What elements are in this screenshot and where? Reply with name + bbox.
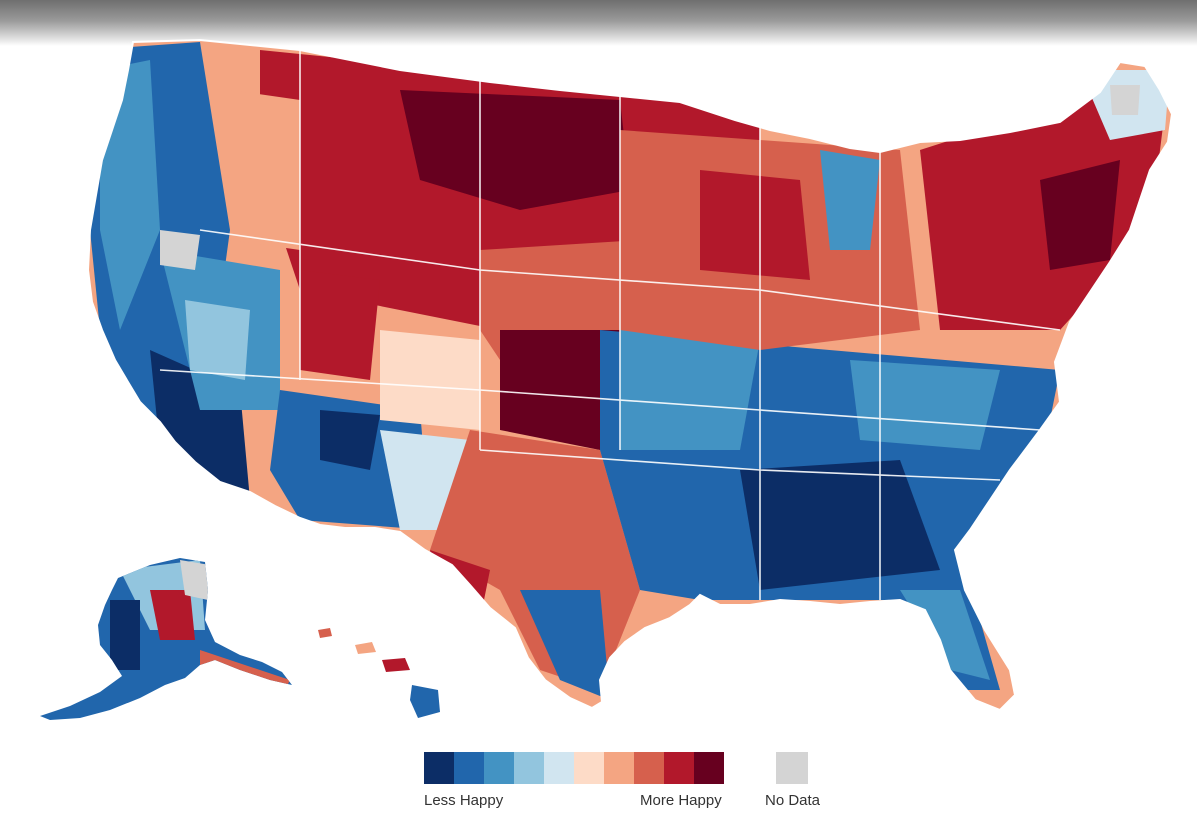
no-data-label: No Data bbox=[765, 792, 821, 809]
hawaii-region bbox=[318, 628, 440, 718]
legend-swatch bbox=[604, 752, 634, 784]
alaska-region bbox=[40, 558, 292, 720]
legend-swatch bbox=[664, 752, 694, 784]
more-happy-label: More Happy bbox=[640, 792, 722, 809]
contiguous-us-outline bbox=[86, 38, 1174, 712]
legend-swatch bbox=[424, 752, 454, 784]
happiness-scale bbox=[424, 752, 724, 784]
contiguous-us-region bbox=[88, 40, 1172, 710]
legend-swatch bbox=[574, 752, 604, 784]
map-container bbox=[0, 30, 1197, 730]
legend-swatch bbox=[544, 752, 574, 784]
legend-swatch bbox=[634, 752, 664, 784]
map-legend: Less Happy More Happy No Data bbox=[424, 752, 844, 812]
legend-swatch bbox=[484, 752, 514, 784]
no-data-swatch bbox=[776, 752, 808, 784]
top-shadow-band bbox=[0, 0, 1197, 46]
legend-swatch bbox=[514, 752, 544, 784]
less-happy-label: Less Happy bbox=[424, 792, 504, 809]
legend-swatch bbox=[694, 752, 724, 784]
us-choropleth-map bbox=[40, 38, 1174, 720]
legend-swatch bbox=[454, 752, 484, 784]
